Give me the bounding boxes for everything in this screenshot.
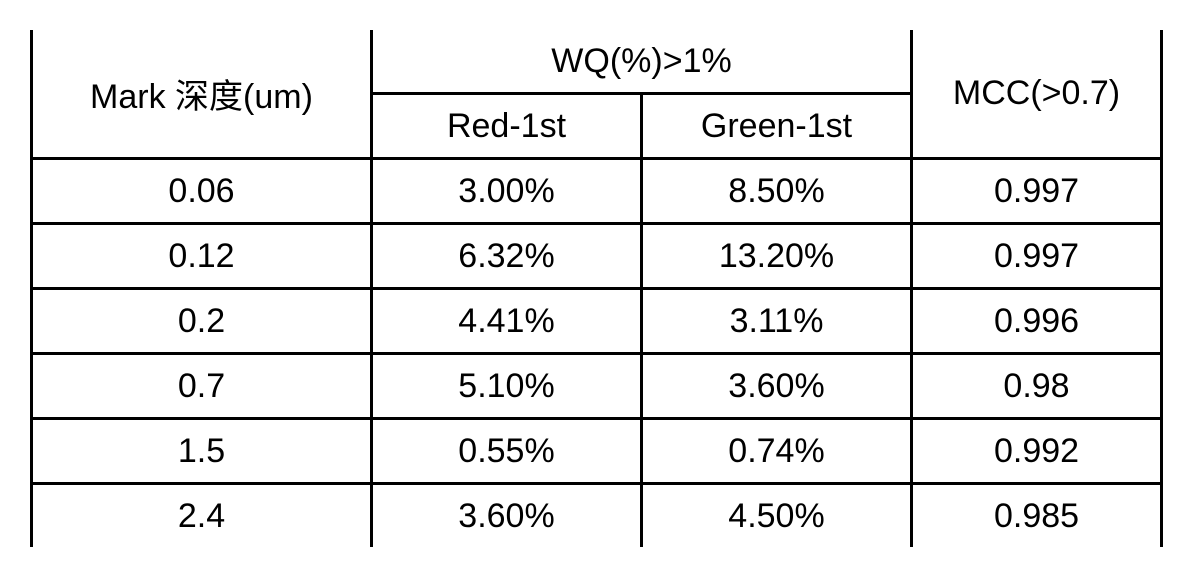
cell-green: 13.20% bbox=[642, 224, 912, 289]
cell-mcc: 0.997 bbox=[912, 159, 1162, 224]
cell-mcc: 0.996 bbox=[912, 289, 1162, 354]
cell-green: 0.74% bbox=[642, 419, 912, 484]
header-depth: Mark 深度(um) bbox=[32, 30, 372, 159]
table-row: 0.06 3.00% 8.50% 0.997 bbox=[32, 159, 1162, 224]
table-row: 0.2 4.41% 3.11% 0.996 bbox=[32, 289, 1162, 354]
cell-green: 3.60% bbox=[642, 354, 912, 419]
cell-mcc: 0.992 bbox=[912, 419, 1162, 484]
cell-green: 4.50% bbox=[642, 484, 912, 548]
cell-mcc: 0.985 bbox=[912, 484, 1162, 548]
cell-red: 6.32% bbox=[372, 224, 642, 289]
cell-depth: 0.12 bbox=[32, 224, 372, 289]
cell-green: 3.11% bbox=[642, 289, 912, 354]
cell-mcc: 0.997 bbox=[912, 224, 1162, 289]
header-wq-group: WQ(%)>1% bbox=[372, 30, 912, 94]
table-row: 0.7 5.10% 3.60% 0.98 bbox=[32, 354, 1162, 419]
header-green: Green-1st bbox=[642, 94, 912, 159]
cell-depth: 0.06 bbox=[32, 159, 372, 224]
table-row: 2.4 3.60% 4.50% 0.985 bbox=[32, 484, 1162, 548]
table-row: 0.12 6.32% 13.20% 0.997 bbox=[32, 224, 1162, 289]
cell-mcc: 0.98 bbox=[912, 354, 1162, 419]
header-red: Red-1st bbox=[372, 94, 642, 159]
cell-depth: 2.4 bbox=[32, 484, 372, 548]
cell-green: 8.50% bbox=[642, 159, 912, 224]
table-row: 1.5 0.55% 0.74% 0.992 bbox=[32, 419, 1162, 484]
cell-red: 0.55% bbox=[372, 419, 642, 484]
header-mcc: MCC(>0.7) bbox=[912, 30, 1162, 159]
cell-depth: 0.7 bbox=[32, 354, 372, 419]
cell-red: 3.00% bbox=[372, 159, 642, 224]
data-table: Mark 深度(um) WQ(%)>1% MCC(>0.7) Red-1st G… bbox=[30, 30, 1163, 547]
cell-red: 3.60% bbox=[372, 484, 642, 548]
cell-depth: 0.2 bbox=[32, 289, 372, 354]
cell-red: 4.41% bbox=[372, 289, 642, 354]
cell-depth: 1.5 bbox=[32, 419, 372, 484]
cell-red: 5.10% bbox=[372, 354, 642, 419]
